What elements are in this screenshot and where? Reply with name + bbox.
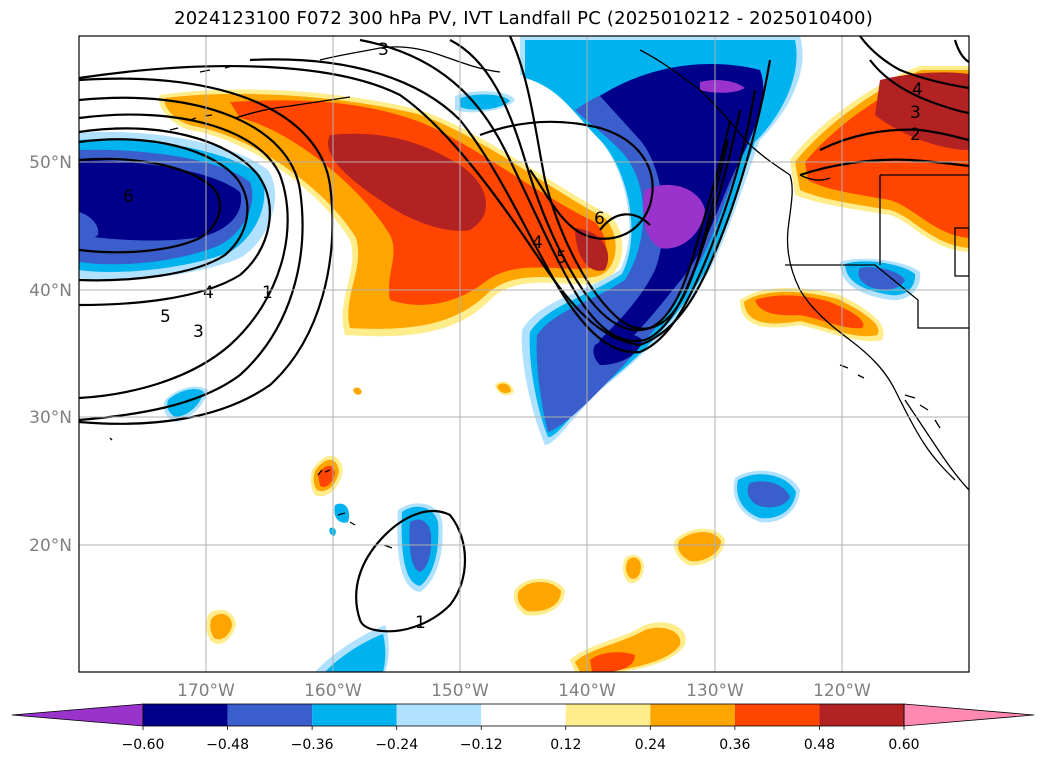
lon-label: 170°W	[177, 681, 235, 701]
lon-label: 150°W	[431, 681, 489, 701]
contour-label: 4	[912, 80, 923, 100]
negative-anomaly-small-north	[455, 91, 515, 113]
lon-label: 140°W	[558, 681, 616, 701]
colorbar-tick-label: −0.48	[206, 737, 249, 753]
colorbar-tick-label: 0.12	[550, 737, 581, 753]
colorbar: −0.60 −0.48 −0.36 −0.24 −0.12 0.12 0.24 0.36 0.4…	[11, 703, 1035, 753]
contour-label: 1	[415, 613, 426, 633]
colorbar-tick-label: −0.60	[122, 737, 165, 753]
colorbar-segment	[227, 704, 313, 726]
map-title: 2024123100 F072 300 hPa PV, IVT Landfall…	[174, 8, 873, 29]
contour-label: 1	[262, 283, 273, 303]
contour-label: 4	[203, 283, 214, 303]
map-frame	[78, 35, 970, 673]
coastlines	[109, 46, 969, 549]
negative-anomaly-hawaii	[329, 503, 443, 592]
lat-label: 20°N	[29, 536, 72, 556]
contour-label: 5	[556, 248, 567, 268]
negative-anomaly-east-tropics	[733, 470, 800, 523]
positive-anomaly-northeast	[790, 66, 969, 252]
positive-anomaly-california	[740, 288, 884, 342]
positive-anomaly-small-blobs	[206, 381, 725, 672]
colorbar-segment	[396, 704, 482, 726]
lat-label: 50°N	[29, 153, 72, 173]
positive-anomaly-band	[159, 89, 623, 337]
map-content: 6 5 4 3 1 1 6 4 5 4 3 2 3	[79, 36, 969, 672]
colorbar-tick-label: −0.36	[291, 737, 334, 753]
colorbar-tick-label: 0.48	[804, 737, 835, 753]
colorbar-frame	[142, 703, 905, 727]
contour-label: 3	[378, 40, 389, 60]
contour-label: 3	[193, 322, 204, 342]
contour-label: 6	[123, 187, 134, 207]
negative-anomaly-trough	[520, 36, 803, 445]
colorbar-tick-label: −0.24	[375, 737, 418, 753]
contour-label: 6	[594, 209, 605, 229]
lon-label: 160°W	[304, 681, 362, 701]
colorbar-segment	[734, 704, 820, 726]
latitude-labels: 50°N 40°N 30°N 20°N	[29, 153, 72, 556]
lat-label: 30°N	[29, 408, 72, 428]
colorbar-extend-high	[903, 703, 1035, 727]
graticule	[79, 36, 969, 672]
colorbar-segment	[481, 704, 566, 726]
colorbar-segment	[143, 704, 228, 726]
contour-label: 3	[910, 103, 921, 123]
colorbar-segment	[819, 704, 904, 726]
contour-label: 4	[532, 233, 543, 253]
negative-anomaly-small-west	[163, 386, 208, 422]
colorbar-tick-label: 0.36	[719, 737, 750, 753]
colorbar-tick-label: 0.24	[635, 737, 666, 753]
colorbar-tick-label: −0.12	[460, 737, 503, 753]
colorbar-extend-low	[11, 703, 144, 727]
lat-label: 40°N	[29, 281, 72, 301]
colorbar-segment	[312, 704, 397, 726]
colorbar-segment	[565, 704, 651, 726]
contour-label: 5	[160, 307, 171, 327]
colorbar-segment	[650, 704, 735, 726]
contour-label-group: 6 5 4 3 1 1 6 4 5 4 3 2 3	[123, 40, 923, 633]
lon-label: 130°W	[686, 681, 744, 701]
contour-label: 2	[910, 125, 921, 145]
longitude-labels: 170°W 160°W 150°W 140°W 130°W 120°W	[177, 681, 871, 701]
colorbar-tick-label: 0.60	[888, 737, 919, 753]
lon-label: 120°W	[813, 681, 871, 701]
